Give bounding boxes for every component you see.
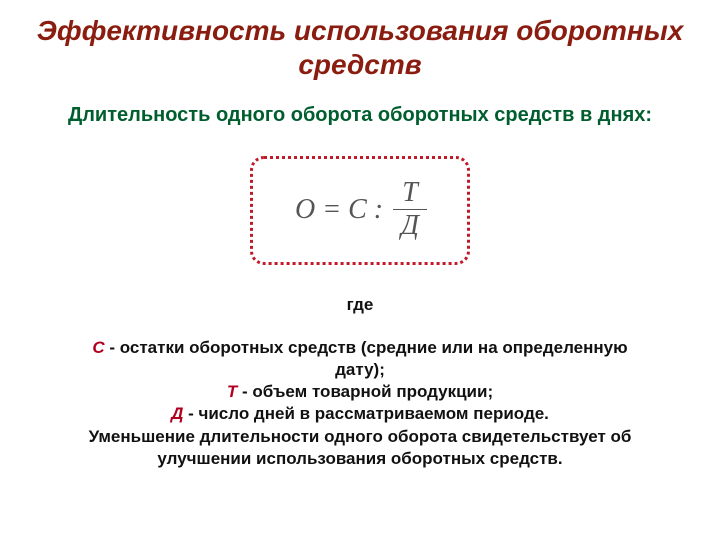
definitions-block: С - остатки оборотных средств (средние и… [0,337,720,470]
slide-subtitle: Длительность одного оборота оборотных ср… [0,103,720,128]
var-t: Т [227,382,237,401]
formula-container: О = С : Т Д [0,156,720,265]
def-d-text: - число дней в рассматриваемом периоде. [183,404,549,423]
formula-box: О = С : Т Д [250,156,470,265]
def-tail-text: Уменьшение длительности одного оборота с… [89,427,632,468]
formula-left-side: О = С : [295,194,389,226]
fraction-denominator: Д [393,210,427,240]
var-d: Д [171,404,183,423]
slide-title: Эффективность использования оборотных ср… [0,0,720,81]
def-t-text: - объем товарной продукции; [237,382,493,401]
fraction-numerator: Т [394,179,426,209]
def-c-text: - остатки оборотных средств (средние или… [105,338,628,379]
where-label: где [0,295,720,315]
formula-fraction: Т Д [393,179,427,240]
var-c: С [92,338,104,357]
